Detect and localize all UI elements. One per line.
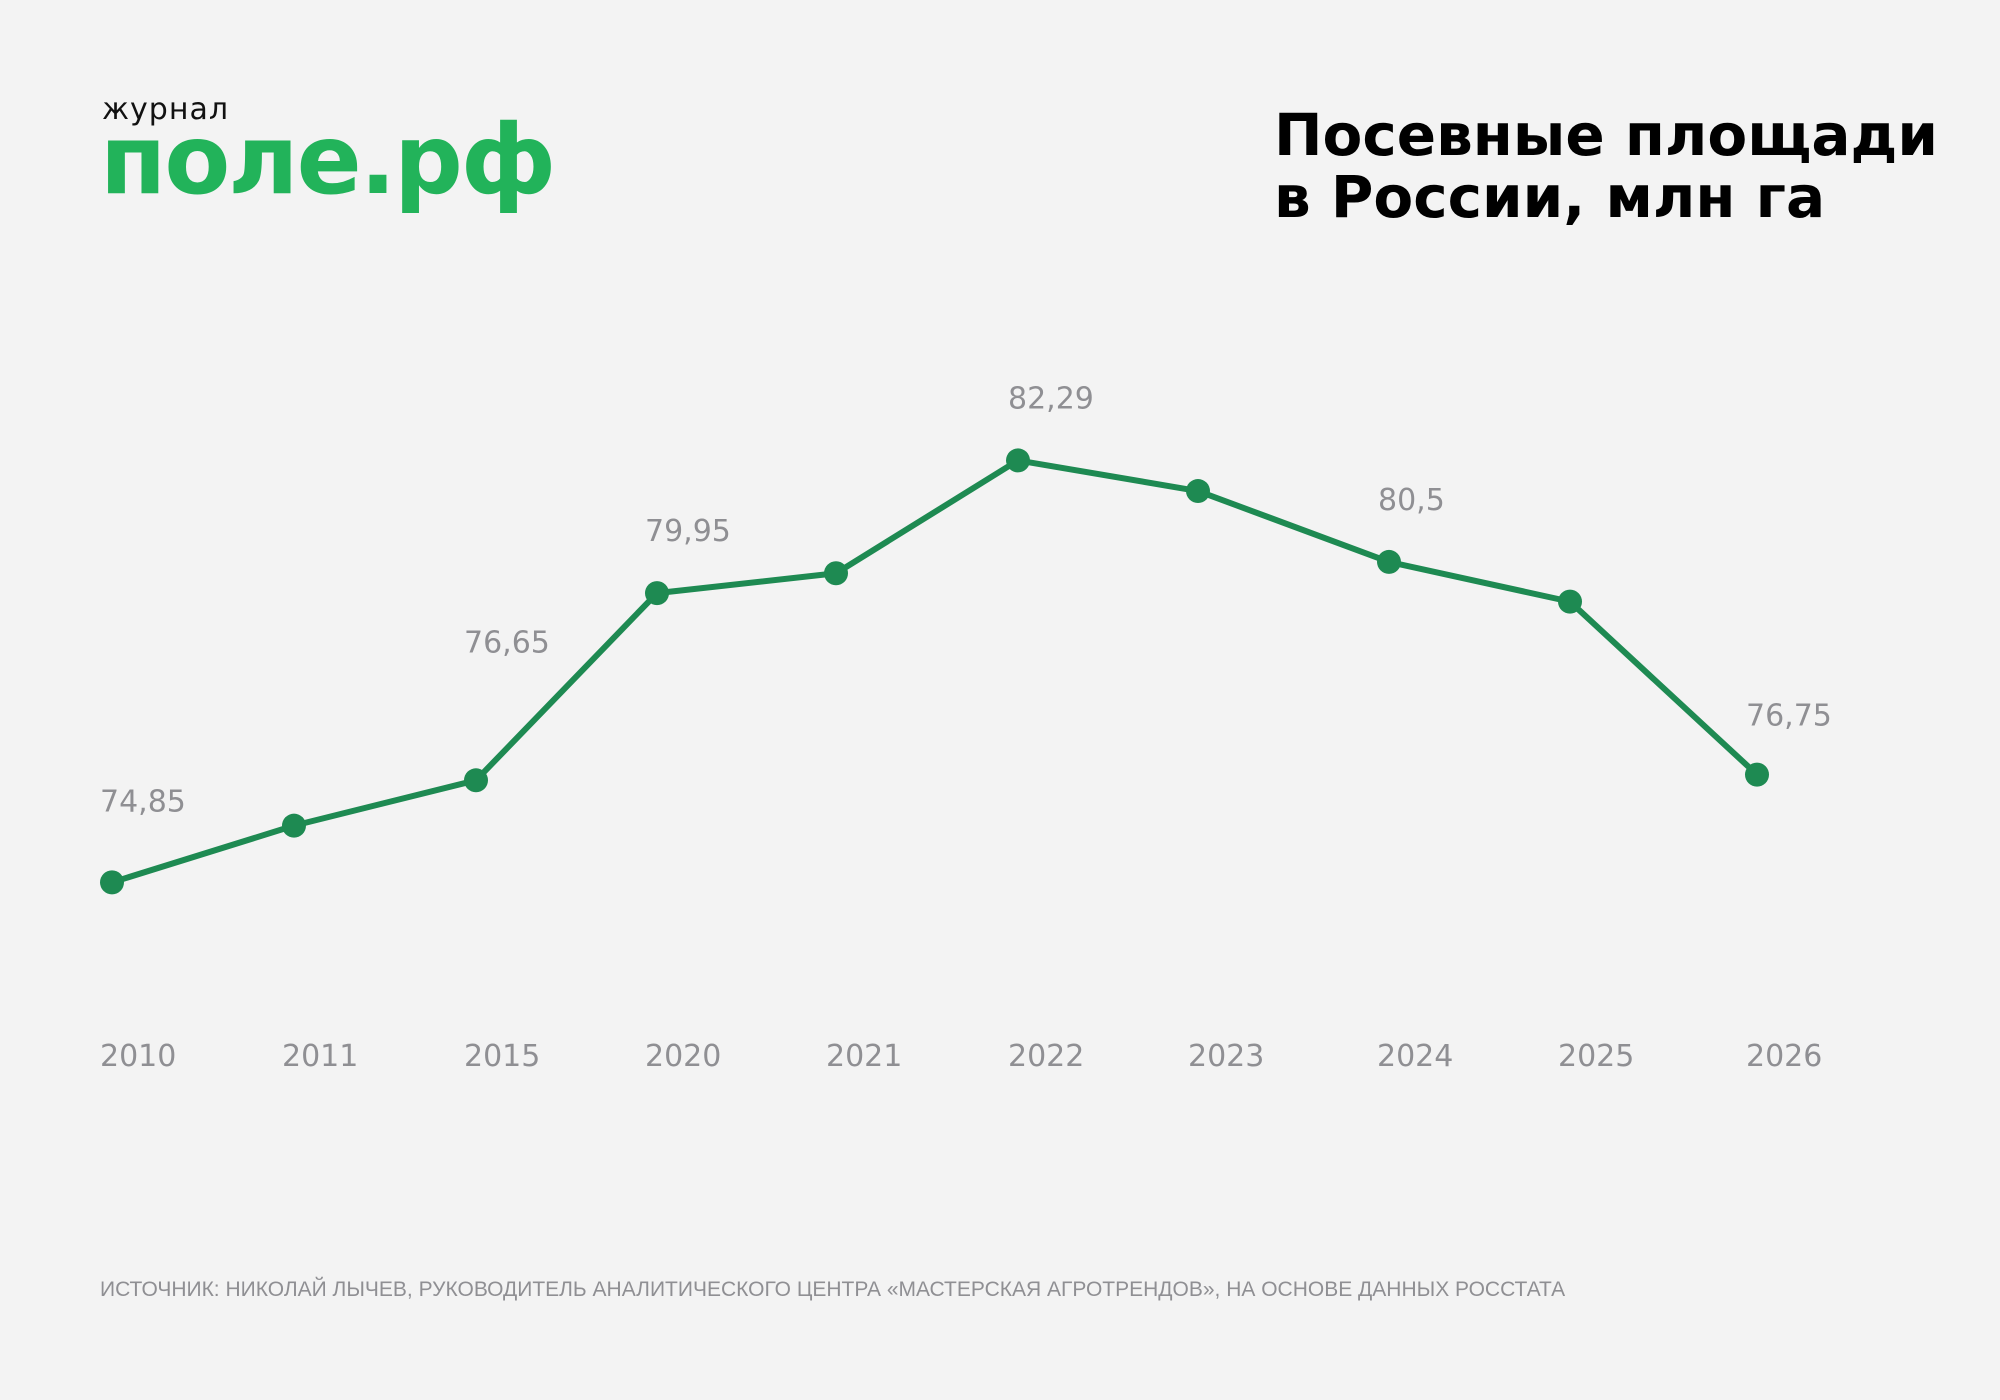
x-tick-label-2015: 2015	[464, 1039, 540, 1074]
chart-title-line-1: Посевные площади	[1274, 101, 1938, 169]
x-tick-label-2026: 2026	[1746, 1039, 1822, 1074]
data-point-2011	[282, 813, 306, 838]
chart-title: Посевные площади в России, млн га	[1274, 104, 1974, 228]
x-tick-label-2020: 2020	[645, 1039, 721, 1074]
data-label-2010: 74,85	[100, 784, 186, 819]
x-tick-label-2021: 2021	[826, 1039, 902, 1074]
data-label-2022: 82,29	[1008, 381, 1094, 416]
data-label-2026: 76,75	[1746, 699, 1832, 734]
data-point-2025	[1558, 589, 1582, 614]
data-point-2023	[1186, 479, 1210, 504]
data-point-2010	[100, 870, 124, 895]
logo-wordmark: поле.рф	[100, 104, 556, 216]
logo: журнал поле.рф	[100, 92, 556, 222]
data-point-2022	[1006, 448, 1030, 473]
logo-caption: журнал	[102, 92, 229, 127]
data-point-2020	[645, 581, 669, 606]
x-tick-label-2024: 2024	[1377, 1039, 1453, 1074]
x-tick-label-2022: 2022	[1008, 1039, 1084, 1074]
data-label-2020: 79,95	[645, 514, 731, 549]
x-tick-label-2025: 2025	[1558, 1039, 1634, 1074]
x-tick-label-2011: 2011	[282, 1039, 358, 1074]
data-label-2015: 76,65	[464, 625, 550, 660]
data-point-2026	[1745, 762, 1769, 787]
series-line	[109, 457, 1760, 886]
chart-title-line-2: в России, млн га	[1274, 163, 1826, 231]
data-point-2024	[1377, 549, 1401, 574]
x-tick-label-2010: 2010	[100, 1039, 176, 1074]
data-label-2024: 80,5	[1378, 483, 1445, 518]
data-point-2015	[464, 768, 488, 793]
source-note: ИСТОЧНИК: НИКОЛАЙ ЛЫЧЕВ, РУКОВОДИТЕЛЬ АН…	[100, 1278, 1566, 1301]
data-point-2021	[824, 561, 848, 586]
x-tick-label-2023: 2023	[1188, 1039, 1264, 1074]
